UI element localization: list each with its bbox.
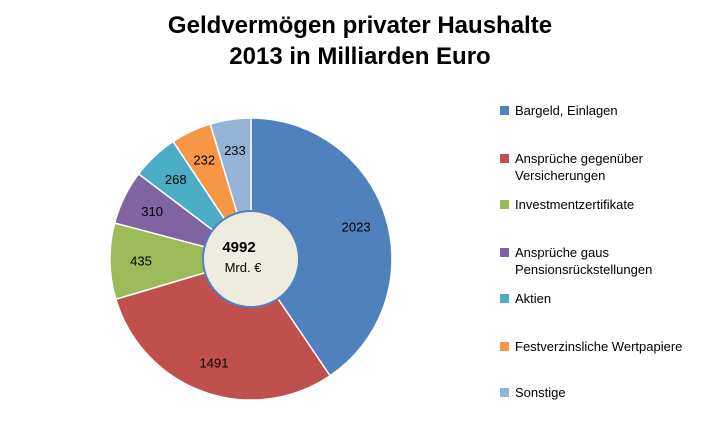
legend-swatch-1 [500,154,509,163]
pie-data-label-2: 435 [130,254,152,269]
pie-data-label-1: 1491 [200,356,229,371]
pie-data-label-4: 268 [165,172,187,187]
center-total-label: 4992 [222,239,255,256]
legend-item-2: Investmentzertifikate [500,196,634,213]
legend-label-5: Festverzinsliche Wertpapiere [515,339,683,354]
legend-label-4: Aktien [515,291,552,306]
legend-label-1: Ansprüche gegenüber Versicherungen [515,151,643,183]
legend-swatch-3 [500,248,509,257]
legend-item-3: Ansprüche gaus Pensionsrückstellungen [500,244,652,278]
legend-label-0: Bargeld, Einlagen [515,103,618,118]
legend-label-2: Investmentzertifikate [515,197,635,212]
chart-title: Geldvermögen privater Haushalte 2013 in … [0,10,720,72]
legend-item-6: Sonstige [500,384,566,401]
legend-item-4: Aktien [500,290,551,307]
pie-slice-0 [250,117,393,377]
legend-swatch-5 [500,342,509,351]
legend-label-6: Sonstige [515,385,566,400]
legend-swatch-2 [500,200,509,209]
pie-data-label-0: 2023 [342,220,371,235]
pie-data-label-3: 310 [141,204,163,219]
center-circle [202,210,300,308]
legend-swatch-4 [500,294,509,303]
legend-item-0: Bargeld, Einlagen [500,102,618,119]
chart-title-line-2: 2013 in Milliarden Euro [229,43,491,70]
legend-swatch-6 [500,388,509,397]
legend-item-1: Ansprüche gegenüber Versicherungen [500,150,643,184]
pie-slice-1 [114,258,332,401]
legend-label-3: Ansprüche gaus Pensionsrückstellungen [515,245,653,277]
center-unit-label: Mrd. € [225,260,263,275]
legend-item-5: Festverzinsliche Wertpapiere [500,338,682,355]
chart-title-line-1: Geldvermögen privater Haushalte [167,12,553,39]
pie-data-label-5: 232 [193,152,215,167]
pie-data-label-6: 233 [224,143,246,158]
legend-swatch-0 [500,106,509,115]
